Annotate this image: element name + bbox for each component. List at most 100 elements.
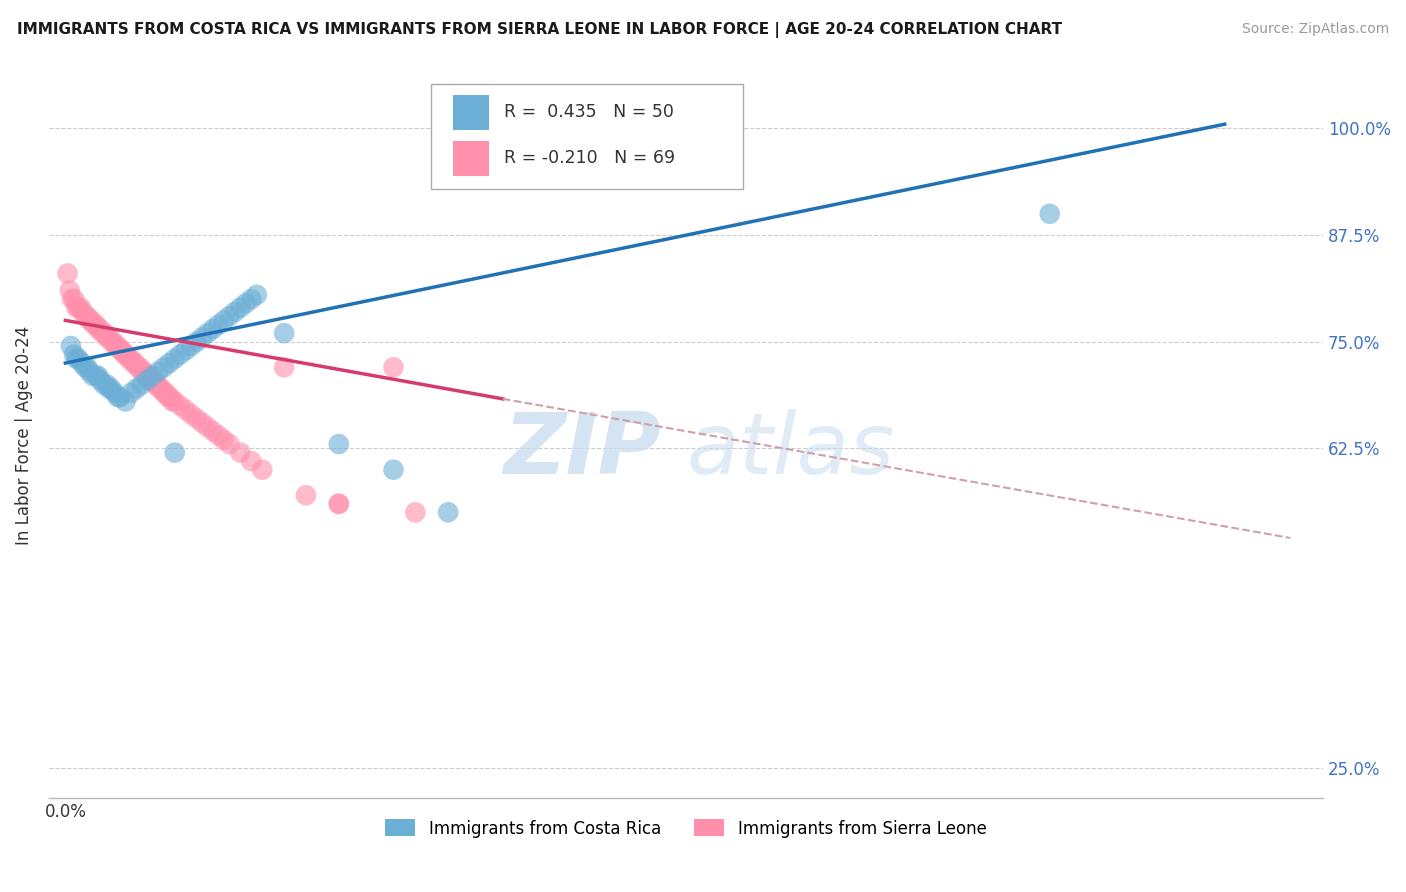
Point <box>155 385 177 400</box>
Point <box>65 301 87 315</box>
Point <box>240 292 263 306</box>
Point <box>202 425 225 439</box>
Point <box>159 390 181 404</box>
Point <box>218 437 240 451</box>
Point <box>131 377 153 392</box>
Point <box>108 343 131 358</box>
Point <box>120 351 142 366</box>
Point <box>67 301 90 315</box>
Point <box>148 382 170 396</box>
Point <box>150 382 173 396</box>
Point <box>111 343 134 358</box>
Point <box>218 309 240 323</box>
Point <box>69 301 91 315</box>
Point <box>83 318 105 332</box>
Point <box>252 463 274 477</box>
Point <box>328 437 350 451</box>
Point <box>186 411 208 425</box>
Point <box>67 351 90 366</box>
Point <box>135 368 157 383</box>
Point <box>96 330 118 344</box>
Point <box>404 505 426 519</box>
Point <box>240 454 263 468</box>
Point <box>59 339 82 353</box>
Text: atlas: atlas <box>686 409 894 491</box>
Point <box>98 382 121 396</box>
Point <box>157 390 180 404</box>
Point <box>75 309 97 323</box>
Point <box>163 394 186 409</box>
Point <box>84 368 107 383</box>
Point <box>100 382 122 396</box>
Point <box>212 313 235 327</box>
Point <box>143 377 166 392</box>
Point <box>328 497 350 511</box>
Point <box>120 385 142 400</box>
Point <box>103 334 125 349</box>
Y-axis label: In Labor Force | Age 20-24: In Labor Force | Age 20-24 <box>15 326 32 545</box>
Point <box>89 322 111 336</box>
Bar <box>453 95 488 129</box>
Point <box>127 360 149 375</box>
Point <box>96 377 118 392</box>
Point <box>114 394 136 409</box>
Point <box>180 339 202 353</box>
Point <box>59 284 82 298</box>
Point <box>136 373 159 387</box>
Point <box>63 347 86 361</box>
Point <box>79 313 101 327</box>
Text: R = -0.210   N = 69: R = -0.210 N = 69 <box>503 149 675 167</box>
Point <box>153 360 176 375</box>
Point <box>125 382 148 396</box>
Point <box>139 373 162 387</box>
Point <box>382 360 405 375</box>
Legend: Immigrants from Costa Rica, Immigrants from Sierra Leone: Immigrants from Costa Rica, Immigrants f… <box>378 813 993 844</box>
Point <box>163 351 186 366</box>
Point <box>197 420 219 434</box>
Point <box>131 365 153 379</box>
Point <box>114 347 136 361</box>
Point <box>76 309 98 323</box>
Point <box>1039 207 1062 221</box>
Point <box>273 326 295 341</box>
Point <box>191 416 214 430</box>
Point <box>89 373 111 387</box>
Point <box>148 365 170 379</box>
Point <box>169 347 191 361</box>
Point <box>146 377 169 392</box>
Point <box>104 385 127 400</box>
Point <box>72 305 94 319</box>
Point <box>138 368 160 383</box>
Point <box>157 356 180 370</box>
Point <box>229 445 252 459</box>
Point <box>212 433 235 447</box>
Point <box>75 360 97 375</box>
Point <box>162 394 184 409</box>
Point <box>82 368 104 383</box>
Point <box>207 318 229 332</box>
Point <box>207 428 229 442</box>
Point <box>163 445 186 459</box>
Bar <box>453 141 488 176</box>
Text: ZIP: ZIP <box>503 409 661 491</box>
Point <box>169 399 191 413</box>
Point <box>79 365 101 379</box>
Point <box>328 497 350 511</box>
Point <box>122 356 145 370</box>
Point <box>87 368 110 383</box>
Point <box>107 339 129 353</box>
FancyBboxPatch shape <box>432 84 744 189</box>
Point <box>128 360 150 375</box>
Text: Source: ZipAtlas.com: Source: ZipAtlas.com <box>1241 22 1389 37</box>
Point <box>142 373 165 387</box>
Point <box>63 292 86 306</box>
Point <box>246 287 269 301</box>
Point <box>87 322 110 336</box>
Text: IMMIGRANTS FROM COSTA RICA VS IMMIGRANTS FROM SIERRA LEONE IN LABOR FORCE | AGE : IMMIGRANTS FROM COSTA RICA VS IMMIGRANTS… <box>17 22 1062 38</box>
Point <box>174 343 197 358</box>
Point <box>153 385 176 400</box>
Point <box>174 403 197 417</box>
Point <box>273 360 295 375</box>
Point <box>118 351 141 366</box>
Point <box>124 356 146 370</box>
